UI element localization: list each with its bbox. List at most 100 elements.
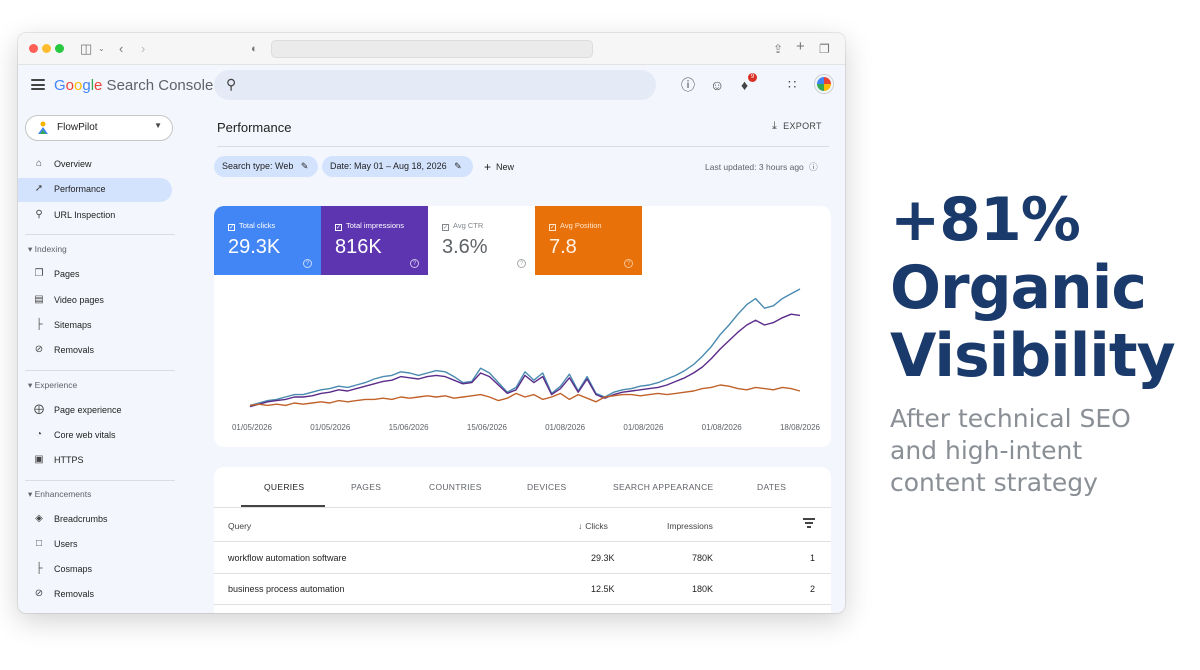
help-icon[interactable]: ?	[410, 259, 419, 268]
tab-dates[interactable]: DATES	[757, 482, 787, 492]
lock-icon: ▣	[34, 454, 44, 465]
apps-grid-icon[interactable]: ∷	[788, 77, 797, 92]
tab-countries[interactable]: COUNTRIES	[429, 482, 482, 492]
chevron-down-icon[interactable]: ⌄	[98, 44, 105, 53]
product-logo[interactable]: Google Search Console	[54, 77, 214, 94]
headline-line: Visibility	[890, 321, 1176, 391]
metric-avg-ctr[interactable]: ✓ Avg CTR 3.6% ?	[428, 206, 535, 275]
sidebar-item-users[interactable]: □ Users	[18, 533, 172, 557]
subheadline-line: content strategy	[890, 468, 1098, 497]
back-icon[interactable]: ‹	[119, 41, 124, 56]
sidebar-item-core-web-vitals[interactable]: ◔ Core web vitals	[18, 424, 172, 448]
edit-icon: ✎	[454, 161, 462, 171]
series-line-1[interactable]	[249, 313, 801, 408]
tab-search-appearance[interactable]: SEARCH APPEARANCE	[613, 482, 714, 492]
metric-total-clicks[interactable]: ✓ Total clicks 29.3K ?	[214, 206, 321, 275]
column-header-impressions[interactable]: Impressions	[667, 521, 713, 531]
row-divider	[214, 573, 831, 574]
sidebar-item-removals[interactable]: ⊘ Removals	[34, 344, 95, 355]
subheadline-line: After technical SEO	[890, 404, 1131, 433]
sidebar-item-page-experience[interactable]: ⨁ Page experience	[34, 404, 122, 415]
address-bar[interactable]	[271, 40, 593, 58]
help-icon[interactable]: ?	[303, 259, 312, 268]
notification-badge: 9	[748, 73, 757, 82]
property-logo-icon	[38, 121, 48, 134]
impressions-cell: 180K	[692, 584, 714, 594]
sitemap-icon: ├	[35, 319, 43, 330]
help-icon[interactable]: ⓘ	[681, 77, 695, 93]
plus-icon: +	[484, 160, 492, 174]
sidebar-item-https[interactable]: ▣ HTTPS	[34, 454, 84, 465]
tab-devices[interactable]: DEVICES	[527, 482, 567, 492]
caret-down-icon: ▼	[154, 121, 162, 130]
subheadline: After technical SEO and high-intent cont…	[890, 403, 1190, 499]
section-enhancements[interactable]: ▾ Enhancements	[28, 489, 92, 499]
sidebar-item-url-inspection[interactable]: ⚲ URL Inspection	[18, 204, 172, 228]
metric-value: 816K	[335, 236, 382, 258]
tab-pages[interactable]: PAGES	[351, 482, 382, 492]
series-line-0[interactable]	[249, 288, 801, 407]
section-indexing[interactable]: ▾ Indexing	[28, 244, 67, 254]
property-selector[interactable]: FlowPilot ▼	[25, 115, 173, 141]
performance-line-chart[interactable]: 01/05/2026 01/05/2026 15/06/2026 15/06/2026…	[214, 275, 831, 447]
sidebar-item-pages[interactable]: ❐ Pages	[34, 268, 80, 279]
sidebar-item-breadcrumbs[interactable]: ◈ Breadcrumbs	[18, 508, 172, 532]
date-range-chip[interactable]: Date: May 01 – Aug 18, 2026 ✎	[322, 156, 473, 177]
section-experience[interactable]: ▾ Experience	[28, 380, 78, 390]
sidebar-item-overview[interactable]: ⌂ Overview	[18, 153, 172, 177]
column-header-clicks[interactable]: ↓ Clicks	[578, 521, 608, 531]
help-icon[interactable]: ⓘ	[809, 162, 818, 172]
impressions-cell: 780K	[692, 553, 714, 563]
search-icon: ⚲	[35, 209, 43, 220]
privacy-shield-icon[interactable]: ◐	[251, 43, 258, 55]
close-window-button[interactable]	[29, 44, 38, 53]
series-line-2[interactable]	[249, 384, 801, 407]
checkbox-checked-icon: ✓	[228, 224, 235, 231]
tab-overview-icon[interactable]: ❐	[819, 42, 830, 56]
column-header-query[interactable]: Query	[228, 521, 252, 531]
sidebar-item-video-pages[interactable]: ▤ Video pages	[34, 294, 104, 305]
subheadline-line: and high-intent	[890, 436, 1083, 465]
metric-avg-position[interactable]: ✓ Avg Position 7.8 ?	[535, 206, 642, 275]
search-type-chip[interactable]: Search type: Web ✎	[214, 156, 318, 177]
new-filter-button[interactable]: + New	[484, 160, 515, 174]
page-title: Performance	[217, 120, 292, 135]
sidebar-divider	[25, 234, 175, 235]
share-icon[interactable]: ⇪	[773, 42, 784, 56]
new-tab-icon[interactable]: +	[796, 38, 805, 55]
browser-titlebar: ◫ ⌄ ‹ › ◐ ⇪ + ❐	[18, 33, 845, 65]
sitemap-icon: ├	[35, 563, 43, 574]
sidebar-item-cosmaps[interactable]: ├ Cosmaps	[18, 558, 172, 582]
avatar[interactable]	[815, 75, 833, 93]
export-button[interactable]: ⤓ EXPORT	[772, 120, 822, 132]
metric-value: 7.8	[549, 236, 577, 258]
minimize-window-button[interactable]	[42, 44, 51, 53]
search-input[interactable]: ⚲	[214, 70, 656, 100]
filter-icon[interactable]	[803, 518, 815, 528]
manage-accounts-icon[interactable]: ☺	[710, 77, 725, 93]
sidebar-item-sitemaps[interactable]: ├ Sitemaps	[18, 314, 172, 338]
menu-icon[interactable]	[31, 79, 45, 90]
maximize-window-button[interactable]	[55, 44, 64, 53]
bell-icon[interactable]: ♦	[741, 77, 749, 93]
performance-chart-card: ✓ Total clicks 29.3K ? ✓ Total impressions…	[214, 206, 831, 447]
metric-value: 3.6%	[442, 236, 488, 258]
help-icon[interactable]: ?	[517, 259, 526, 268]
x-tick-label: 01/05/2026	[310, 423, 351, 432]
checkbox-icon: ✓	[442, 224, 449, 231]
row-divider	[214, 604, 831, 605]
clicks-cell: 29.3K	[591, 553, 615, 563]
sidebar-toggle-icon[interactable]: ◫	[80, 41, 93, 56]
gauge-icon: ◔	[35, 429, 43, 440]
checkbox-checked-icon: ✓	[335, 224, 342, 231]
metric-total-impressions[interactable]: ✓ Total impressions 816K ?	[321, 206, 428, 275]
help-icon[interactable]: ?	[624, 259, 633, 268]
forward-icon[interactable]: ›	[141, 41, 146, 56]
sidebar-item-removals-2[interactable]: ⊘ Removals	[34, 588, 95, 599]
tab-queries[interactable]: QUERIES	[264, 482, 305, 492]
sidebar-item-performance[interactable]: ➚ Performance	[18, 178, 172, 202]
sidebar-divider	[25, 370, 175, 371]
clicks-cell: 12.5K	[591, 584, 615, 594]
last-updated-text: Last updated: 3 hours ago ⓘ	[705, 162, 818, 172]
